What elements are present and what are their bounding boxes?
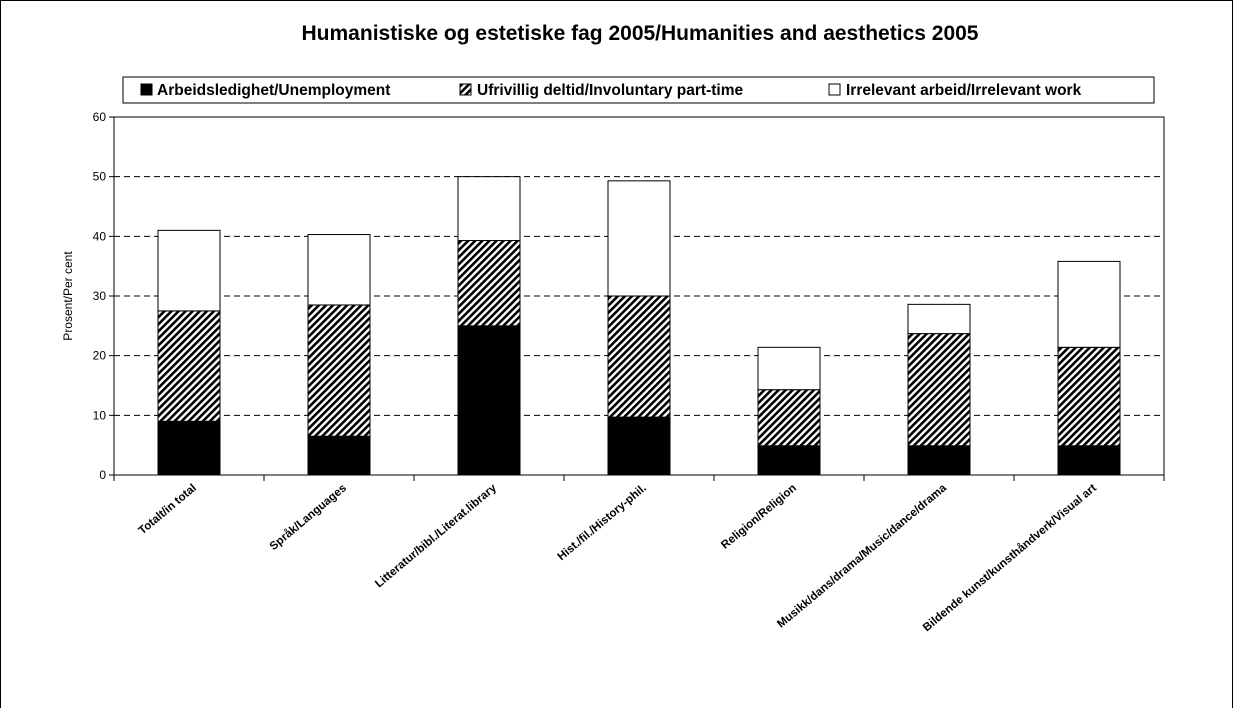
- legend: Arbeidsledighet/Unemployment Ufrivillig …: [122, 76, 1155, 104]
- bar-segment-irrelevant-work: [457, 176, 521, 242]
- x-axis-ticks: Totalt/in total Språk/Languages Litteratur…: [113, 475, 1165, 634]
- plot-area: 0 10 20 30 40 50 60 Totalt/in total Språk/Langu…: [93, 110, 1165, 634]
- y-tick-label: 40: [93, 229, 107, 243]
- bar-segment-involuntary-part-time: [1057, 346, 1121, 447]
- legend-swatch-irrelevant-work: [828, 83, 841, 96]
- bar-segment-irrelevant-work: [307, 234, 371, 306]
- bar-segment-irrelevant-work: [907, 303, 971, 335]
- bar-segment-unemployment: [907, 445, 971, 476]
- y-axis-ticks: 0 10 20 30 40 50 60: [93, 110, 114, 482]
- bar-segment-unemployment: [157, 420, 221, 476]
- bars: [157, 176, 1121, 476]
- bar-segment-irrelevant-work: [607, 180, 671, 297]
- bar-segment-irrelevant-work: [1057, 260, 1121, 348]
- y-tick-label: 50: [93, 170, 107, 184]
- y-tick-label: 20: [93, 349, 107, 363]
- y-tick-label: 60: [93, 110, 107, 124]
- x-tick-label: Religion/Religion: [719, 482, 799, 552]
- bar-segment-unemployment: [607, 416, 671, 476]
- legend-swatch-involuntary-part-time: [459, 83, 472, 96]
- x-tick-label: Språk/Languages: [268, 482, 349, 553]
- x-tick-label: Musikk/dans/drama/Music/dance/drama: [775, 482, 949, 631]
- chart-title: Humanistiske og estetiske fag 2005/Human…: [302, 22, 979, 45]
- y-tick-label: 0: [99, 468, 106, 482]
- bar-segment-involuntary-part-time: [157, 310, 221, 422]
- y-tick-label: 30: [93, 289, 107, 303]
- bar-segment-involuntary-part-time: [307, 304, 371, 437]
- y-tick-label: 10: [93, 408, 107, 422]
- x-tick-label: Hist./fil./History-phil.: [556, 482, 649, 563]
- legend-box: [122, 76, 1155, 104]
- legend-swatch-unemployment: [140, 83, 153, 96]
- bar-segment-involuntary-part-time: [907, 333, 971, 447]
- bar-segment-irrelevant-work: [157, 229, 221, 312]
- x-tick-label: Totalt/in total: [137, 482, 199, 537]
- bar-segment-involuntary-part-time: [757, 389, 821, 447]
- y-axis-title: Prosent/Per cent: [61, 251, 75, 341]
- bar-segment-unemployment: [307, 435, 371, 476]
- legend-label-unemployment: Arbeidsledighet/Unemployment: [157, 82, 390, 99]
- legend-label-irrelevant-work: Irrelevant arbeid/Irrelevant work: [846, 82, 1082, 99]
- x-tick-label: Litteratur/bibl./Literat.library: [373, 482, 499, 591]
- legend-label-involuntary-part-time: Ufrivillig deltid/Involuntary part-time: [477, 82, 743, 99]
- bar-segment-involuntary-part-time: [457, 240, 521, 327]
- bar-segment-unemployment: [457, 325, 521, 476]
- bar-segment-unemployment: [1057, 445, 1121, 476]
- bar-segment-involuntary-part-time: [607, 295, 671, 418]
- bar-segment-irrelevant-work: [757, 346, 821, 391]
- x-tick-label: Bildende kunst/kunsthåndverk/Visual art: [921, 482, 1099, 634]
- bar-segment-unemployment: [757, 445, 821, 476]
